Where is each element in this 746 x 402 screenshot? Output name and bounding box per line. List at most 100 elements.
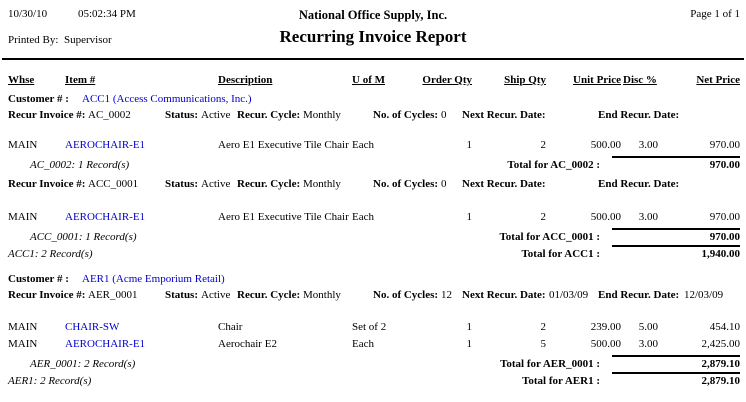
item-unit-price: 239.00 bbox=[590, 321, 621, 333]
report-header-line1: National Office Supply, Inc. 10/30/10 05… bbox=[0, 8, 746, 24]
col-header-description: Description bbox=[218, 74, 273, 86]
invoice-record-count: ACC_0001: 1 Record(s) bbox=[30, 231, 137, 243]
col-header-uom: U of M bbox=[352, 74, 385, 86]
next-recur-date-label: Next Recur. Date: bbox=[462, 109, 546, 121]
invoice-total-value: 970.00 bbox=[612, 228, 740, 243]
company-name: National Office Supply, Inc. bbox=[298, 8, 448, 22]
customer-record-count: AER1: 2 Record(s) bbox=[8, 375, 92, 387]
customer-total-label: Total for AER1 : bbox=[522, 375, 600, 387]
invoice-total-row: AER_0001: 2 Record(s) Total for AER_0001… bbox=[0, 355, 746, 373]
no-of-cycles-label: No. of Cycles: bbox=[373, 178, 439, 190]
next-recur-date-label: Next Recur. Date: bbox=[462, 178, 546, 190]
status-value: Active bbox=[201, 178, 231, 190]
recur-invoice-number: AER_0001 bbox=[88, 289, 138, 301]
no-of-cycles-value: 0 bbox=[441, 178, 447, 190]
customer-link[interactable]: AER1 (Acme Emporium Retail) bbox=[82, 273, 225, 285]
item-uom: Each bbox=[352, 139, 374, 151]
customer-total-value: 2,879.10 bbox=[612, 372, 740, 387]
status-label: Status: bbox=[165, 109, 199, 121]
no-of-cycles-value: 0 bbox=[441, 109, 447, 121]
item-disc: 3.00 bbox=[638, 211, 658, 223]
status-label: Status: bbox=[165, 289, 199, 301]
end-recur-date-label: End Recur. Date: bbox=[598, 109, 680, 121]
item-unit-price: 500.00 bbox=[590, 139, 621, 151]
item-unit-price: 500.00 bbox=[590, 338, 621, 350]
end-recur-date-label: End Recur. Date: bbox=[598, 178, 680, 190]
page-number: Page 1 of 1 bbox=[690, 8, 740, 20]
customer-record-count: ACC1: 2 Record(s) bbox=[8, 248, 93, 260]
invoice-total-label: Total for ACC_0001 : bbox=[499, 231, 600, 243]
printed-by-label: Printed By: bbox=[8, 34, 59, 46]
item-number-link[interactable]: AEROCHAIR-E1 bbox=[65, 338, 146, 350]
customer-total-row: AER1: 2 Record(s) Total for AER1 : 2,879… bbox=[0, 372, 746, 390]
item-whse: MAIN bbox=[8, 139, 38, 151]
item-row: MAIN CHAIR-SW Chair Set of 2 1 2 239.00 … bbox=[0, 321, 746, 337]
item-ship-qty: 2 bbox=[540, 139, 547, 151]
item-description: Aero E1 Executive Tile Chair bbox=[218, 211, 349, 223]
customer-total-label: Total for ACC1 : bbox=[521, 248, 600, 260]
customer-header-row: Customer # : AER1 (Acme Emporium Retail) bbox=[0, 273, 746, 289]
col-header-item: Item # bbox=[65, 74, 96, 86]
customer-total-value: 1,940.00 bbox=[612, 245, 740, 260]
no-of-cycles-label: No. of Cycles: bbox=[373, 289, 439, 301]
col-header-disc: Disc % bbox=[623, 74, 657, 86]
recur-invoice-number: ACC_0001 bbox=[88, 178, 139, 190]
item-number-link[interactable]: AEROCHAIR-E1 bbox=[65, 139, 146, 151]
item-description: Aero E1 Executive Tile Chair bbox=[218, 139, 349, 151]
item-unit-price: 500.00 bbox=[590, 211, 621, 223]
status-label: Status: bbox=[165, 178, 199, 190]
recur-cycle-label: Recur. Cycle: bbox=[237, 109, 301, 121]
col-header-net-price: Net Price bbox=[696, 74, 740, 86]
item-whse: MAIN bbox=[8, 211, 38, 223]
invoice-record-count: AER_0001: 2 Record(s) bbox=[30, 358, 136, 370]
item-description: Chair bbox=[218, 321, 243, 333]
printed-by-value: Supervisor bbox=[64, 34, 112, 46]
item-disc: 3.00 bbox=[638, 338, 658, 350]
item-net-price: 454.10 bbox=[709, 321, 740, 333]
item-uom: Set of 2 bbox=[352, 321, 387, 333]
print-date: 10/30/10 bbox=[8, 8, 48, 20]
item-order-qty: 1 bbox=[466, 139, 473, 151]
report-header-line2: Recurring Invoice Report Printed By: Sup… bbox=[0, 27, 746, 49]
item-whse: MAIN bbox=[8, 338, 38, 350]
item-uom: Each bbox=[352, 338, 374, 350]
invoice-info-row: Recur Invoice #: AC_0002 Status: Active … bbox=[0, 109, 746, 125]
item-ship-qty: 5 bbox=[540, 338, 547, 350]
item-description: Aerochair E2 bbox=[218, 338, 277, 350]
status-value: Active bbox=[201, 289, 231, 301]
item-row: MAIN AEROCHAIR-E1 Aero E1 Executive Tile… bbox=[0, 139, 746, 155]
next-recur-date-value: 01/03/09 bbox=[549, 289, 589, 301]
item-order-qty: 1 bbox=[466, 211, 473, 223]
no-of-cycles-label: No. of Cycles: bbox=[373, 109, 439, 121]
item-order-qty: 1 bbox=[466, 321, 473, 333]
recur-invoice-label: Recur Invoice #: bbox=[8, 178, 86, 190]
invoice-total-row: ACC_0001: 1 Record(s) Total for ACC_0001… bbox=[0, 228, 746, 246]
column-header-row: Whse Item # Description U of M Order Qty… bbox=[0, 74, 746, 90]
col-header-order-qty: Order Qty bbox=[422, 74, 472, 86]
report-title: Recurring Invoice Report bbox=[279, 27, 467, 46]
col-header-unit-price: Unit Price bbox=[573, 74, 621, 86]
customer-link[interactable]: ACC1 (Access Communications, Inc.) bbox=[82, 93, 252, 105]
item-uom: Each bbox=[352, 211, 374, 223]
item-whse: MAIN bbox=[8, 321, 38, 333]
recur-cycle-value: Monthly bbox=[303, 109, 341, 121]
customer-label: Customer # : bbox=[8, 93, 69, 105]
item-number-link[interactable]: CHAIR-SW bbox=[65, 321, 120, 333]
item-row: MAIN AEROCHAIR-E1 Aerochair E2 Each 1 5 … bbox=[0, 338, 746, 354]
col-header-ship-qty: Ship Qty bbox=[504, 74, 546, 86]
recur-cycle-label: Recur. Cycle: bbox=[237, 289, 301, 301]
status-value: Active bbox=[201, 109, 231, 121]
item-row: MAIN AEROCHAIR-E1 Aero E1 Executive Tile… bbox=[0, 211, 746, 227]
no-of-cycles-value: 12 bbox=[441, 289, 452, 301]
print-time: 05:02:34 PM bbox=[78, 8, 136, 20]
item-net-price: 970.00 bbox=[709, 139, 740, 151]
recur-cycle-label: Recur. Cycle: bbox=[237, 178, 301, 190]
invoice-info-row: Recur Invoice #: AER_0001 Status: Active… bbox=[0, 289, 746, 305]
customer-label: Customer # : bbox=[8, 273, 69, 285]
invoice-total-value: 970.00 bbox=[612, 156, 740, 171]
item-disc: 3.00 bbox=[638, 139, 658, 151]
item-ship-qty: 2 bbox=[540, 211, 547, 223]
invoice-total-label: Total for AER_0001 : bbox=[500, 358, 600, 370]
item-number-link[interactable]: AEROCHAIR-E1 bbox=[65, 211, 146, 223]
